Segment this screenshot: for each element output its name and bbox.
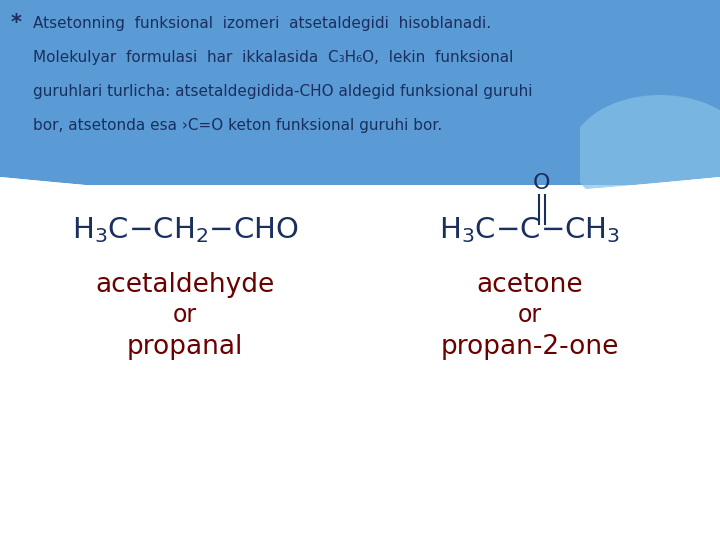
Text: guruhlari turlicha: atsetaldegidida-CHO aldegid funksional guruhi: guruhlari turlicha: atsetaldegidida-CHO … xyxy=(33,84,533,99)
Text: bor, atsetonda esa ›C=O keton funksional guruhi bor.: bor, atsetonda esa ›C=O keton funksional… xyxy=(33,118,442,133)
Polygon shape xyxy=(0,0,580,185)
Text: acetone: acetone xyxy=(477,272,583,298)
Polygon shape xyxy=(0,177,720,540)
Text: propanal: propanal xyxy=(127,334,243,360)
Text: or: or xyxy=(173,303,197,327)
Polygon shape xyxy=(0,0,720,185)
Text: propan-2-one: propan-2-one xyxy=(441,334,619,360)
Text: or: or xyxy=(518,303,542,327)
Text: H$_3$C$-$CH$_2$$-$CHO: H$_3$C$-$CH$_2$$-$CHO xyxy=(71,215,298,245)
Polygon shape xyxy=(541,125,720,540)
Text: acetaldehyde: acetaldehyde xyxy=(95,272,274,298)
Text: Atsetonning  funksional  izomeri  atsetaldegidi  hisoblanadi.: Atsetonning funksional izomeri atsetalde… xyxy=(33,16,491,31)
Text: *: * xyxy=(11,13,22,33)
Polygon shape xyxy=(0,177,720,540)
Text: H$_3$C$-$C$-$CH$_3$: H$_3$C$-$C$-$CH$_3$ xyxy=(439,215,621,245)
Ellipse shape xyxy=(570,95,720,215)
Text: O: O xyxy=(534,173,551,193)
Text: Molekulyar  formulasi  har  ikkalasida  C₃H₆O,  lekin  funksional: Molekulyar formulasi har ikkalasida C₃H₆… xyxy=(33,50,513,65)
